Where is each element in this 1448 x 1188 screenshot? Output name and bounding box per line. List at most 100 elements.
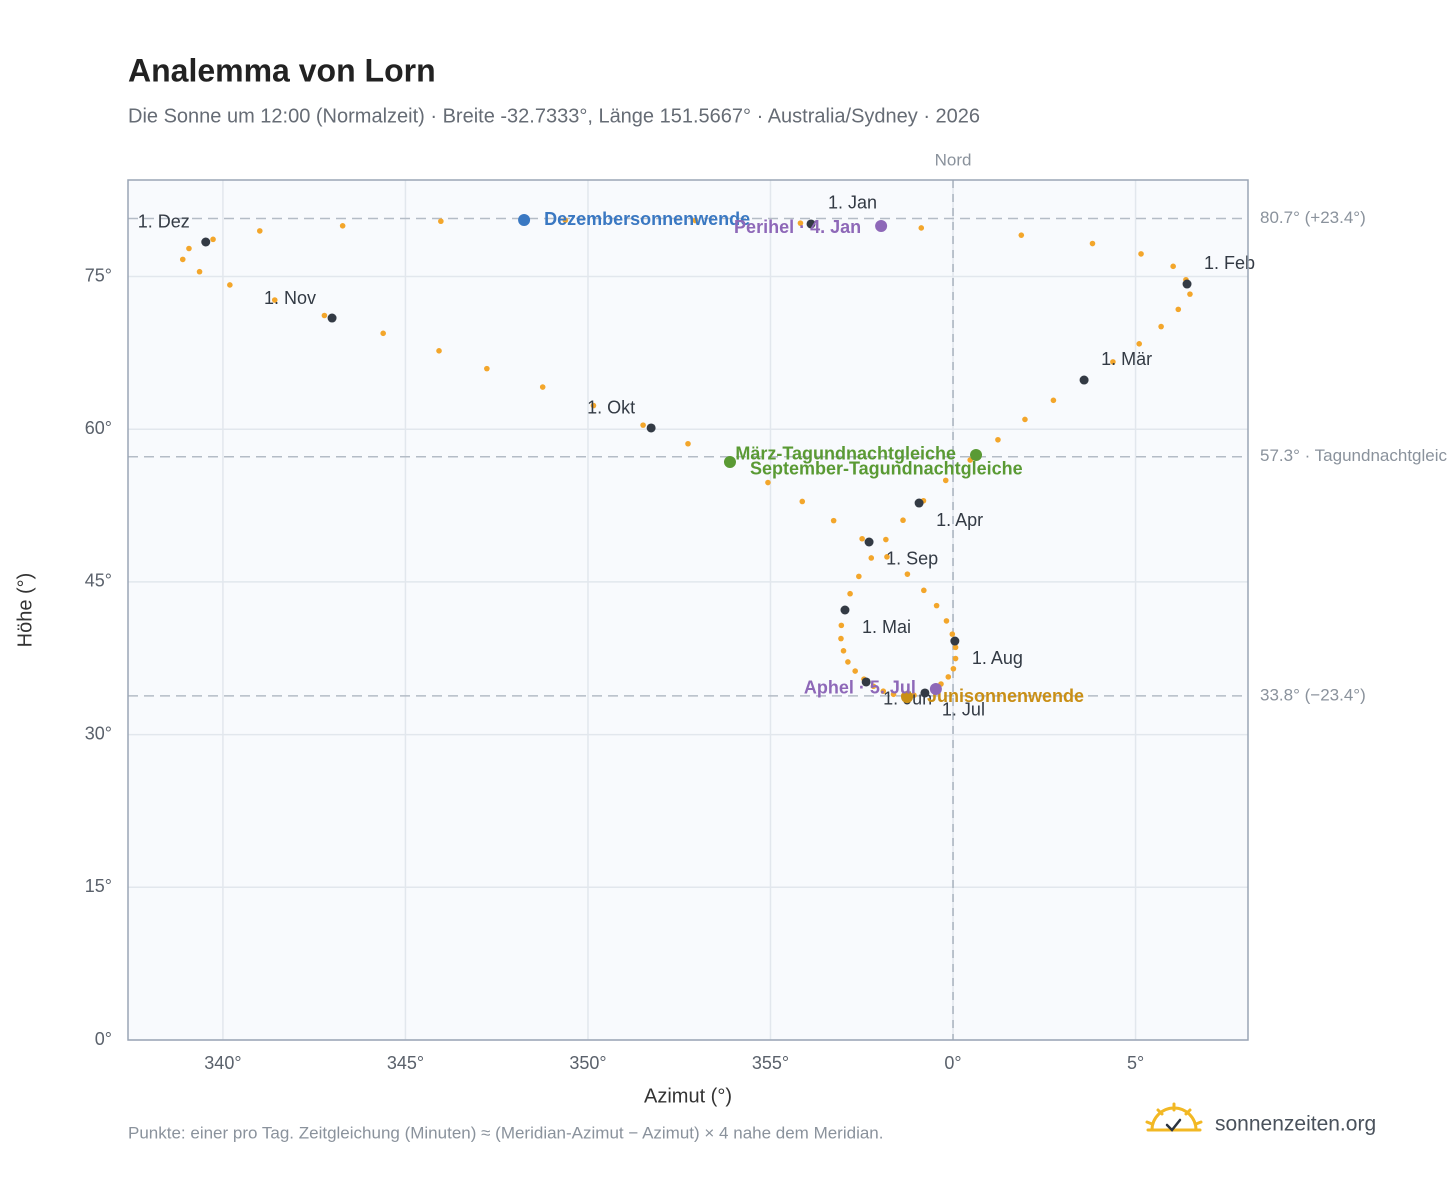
reference-label: 57.3° · Tagundnachtgleiche	[1260, 446, 1448, 465]
daily-point	[952, 655, 959, 662]
daily-point	[436, 348, 442, 354]
daily-point	[995, 436, 1001, 443]
month-label: 1. Nov	[264, 288, 316, 308]
month-marker	[1182, 279, 1192, 289]
month-marker	[201, 237, 211, 247]
daily-point	[1138, 251, 1144, 257]
daily-point	[945, 674, 952, 680]
daily-point	[227, 282, 233, 288]
daily-point	[179, 256, 186, 263]
daily-point	[838, 635, 844, 642]
daily-point	[838, 622, 845, 629]
daily-point	[900, 517, 906, 524]
daily-point	[210, 236, 216, 243]
daily-point	[883, 536, 889, 543]
daily-point	[799, 498, 806, 505]
month-marker	[861, 677, 871, 687]
y-tick-label: 30°	[85, 723, 112, 743]
month-marker	[327, 313, 337, 323]
daily-point	[921, 587, 927, 594]
y-tick-label: 0°	[95, 1029, 112, 1049]
daily-point	[904, 571, 911, 577]
x-tick-label: 345°	[387, 1053, 424, 1073]
daily-point	[952, 644, 959, 651]
daily-point	[933, 602, 940, 609]
y-tick-label: 60°	[85, 418, 112, 438]
daily-point	[942, 477, 949, 484]
y-tick-label: 15°	[85, 876, 112, 896]
daily-point	[868, 555, 875, 561]
daily-point	[321, 312, 328, 319]
daily-point	[1158, 323, 1164, 330]
y-axis-label: Höhe (°)	[14, 573, 36, 648]
daily-point	[271, 297, 278, 303]
event-label: März-Tagundnachtgleiche	[735, 444, 956, 464]
plot-area	[128, 180, 1248, 1040]
daily-point	[484, 365, 490, 372]
daily-point	[339, 223, 346, 229]
daily-point	[830, 517, 837, 524]
event-marker	[723, 455, 736, 468]
daily-point	[949, 631, 956, 637]
event-label: Aphel · 5. Jul	[804, 678, 916, 698]
daily-point	[765, 479, 771, 486]
north-label: Nord	[935, 150, 972, 169]
daily-point	[438, 218, 444, 225]
daily-point	[840, 648, 847, 654]
daily-point	[870, 683, 877, 690]
x-tick-label: 350°	[569, 1053, 606, 1073]
daily-point	[797, 220, 804, 226]
reference-label: 33.8° (−23.4°)	[1260, 685, 1366, 704]
daily-point	[1170, 263, 1176, 270]
month-label: 1. Jan	[828, 193, 877, 213]
daily-point	[847, 590, 853, 597]
month-marker	[646, 423, 656, 433]
month-label: 1. Jul	[942, 700, 985, 720]
plot-frame	[127, 179, 1249, 1041]
month-label: 1. Feb	[1204, 253, 1255, 273]
x-tick-label: 0°	[944, 1053, 961, 1073]
month-label: 1. Dez	[138, 212, 190, 232]
event-label: September-Tagundnachtgleiche	[750, 459, 1023, 479]
month-label: 1. Apr	[936, 510, 983, 530]
daily-point	[1022, 416, 1028, 423]
daily-point	[1018, 232, 1025, 238]
x-tick-label: 355°	[752, 1053, 789, 1073]
daily-point	[856, 573, 862, 580]
chart-title: Analemma von Lorn	[128, 52, 436, 88]
daily-point	[918, 225, 925, 231]
daily-point	[950, 665, 957, 672]
daily-point	[685, 440, 691, 447]
daily-point	[1050, 397, 1057, 404]
month-marker	[1079, 375, 1089, 385]
month-label: 1. Sep	[886, 549, 938, 569]
month-marker	[864, 537, 874, 547]
event-marker	[929, 682, 942, 695]
daily-point	[640, 422, 646, 428]
month-marker	[840, 605, 850, 615]
event-label: Junisonnenwende	[927, 686, 1084, 706]
event-marker	[970, 448, 983, 461]
month-marker	[806, 219, 816, 229]
chart-subtitle: Die Sonne um 12:00 (Normalzeit) · Breite…	[128, 105, 980, 127]
reference-label: 80.7° (+23.4°)	[1260, 208, 1366, 227]
daily-point	[186, 245, 192, 252]
brand-name: sonnenzeiten.org	[1215, 1113, 1376, 1136]
month-label: 1. Okt	[587, 398, 635, 418]
daily-point	[943, 618, 950, 624]
footnote: Punkte: einer pro Tag. Zeitgleichung (Mi…	[128, 1123, 884, 1142]
daily-point	[884, 554, 890, 560]
month-label: 1. Mai	[862, 617, 911, 637]
daily-point	[539, 384, 546, 390]
daily-point	[196, 268, 203, 275]
event-marker	[875, 220, 888, 233]
month-marker	[950, 636, 960, 646]
x-tick-label: 5°	[1127, 1053, 1144, 1073]
daily-point	[1089, 240, 1096, 247]
daily-point	[562, 217, 569, 224]
daily-point	[256, 228, 263, 234]
month-marker	[914, 498, 924, 508]
x-tick-label: 340°	[204, 1053, 241, 1073]
daily-point	[380, 330, 386, 337]
